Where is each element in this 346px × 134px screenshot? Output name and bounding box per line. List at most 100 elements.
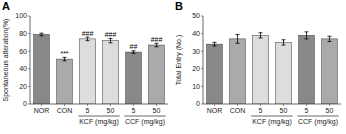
- y-tick: [201, 86, 203, 87]
- error-bar: [305, 32, 309, 39]
- x-tick: [64, 104, 65, 106]
- error-stem: [306, 32, 307, 39]
- x-tick: [156, 104, 157, 106]
- y-tick: [201, 51, 203, 52]
- error-cap: [236, 43, 240, 44]
- error-cap: [259, 38, 263, 39]
- y-tick-label: 20: [192, 65, 200, 72]
- bar: [230, 39, 246, 104]
- y-axis-line: [30, 16, 31, 104]
- panel: 01020304050NORCON550550KCF (mg/kg)CCF (m…: [175, 0, 341, 126]
- error-stem: [283, 40, 284, 45]
- x-tick-label: 5: [305, 107, 309, 114]
- y-tick: [28, 86, 30, 87]
- x-axis-line: [203, 104, 341, 105]
- error-cap: [40, 35, 44, 36]
- error-bar: [259, 33, 263, 38]
- error-stem: [156, 43, 157, 47]
- error-bar: [236, 34, 240, 43]
- group-label: KCF (mg/kg): [79, 118, 119, 126]
- error-cap: [132, 53, 136, 54]
- y-axis-label: Total Entry (No.): [175, 35, 183, 86]
- y-tick-label: 100: [15, 12, 27, 19]
- y-tick: [201, 33, 203, 34]
- bar: [276, 42, 292, 104]
- marks: [34, 33, 165, 104]
- error-stem: [110, 38, 111, 42]
- y-tick: [28, 68, 30, 69]
- x-tick: [133, 104, 134, 106]
- error-stem: [64, 57, 65, 61]
- error-cap: [109, 42, 113, 43]
- y-tick: [28, 16, 30, 17]
- bar: [103, 41, 119, 104]
- y-tick-label: 60: [19, 48, 27, 55]
- error-bar: [109, 38, 113, 42]
- error-bar: [132, 51, 136, 54]
- error-bar: [328, 36, 332, 41]
- error-cap: [86, 37, 90, 38]
- group-label: CCF (mg/kg): [298, 118, 338, 126]
- x-tick-label: 50: [153, 107, 161, 114]
- y-axis-line: [203, 16, 204, 104]
- x-axis-line: [30, 104, 168, 105]
- error-cap: [305, 38, 309, 39]
- y-tick: [201, 16, 203, 17]
- x-tick-label: CON: [57, 107, 73, 114]
- annotation: ###: [151, 36, 163, 43]
- y-axis-label: Spontaneous alteration(%): [2, 19, 10, 102]
- bar: [149, 45, 165, 104]
- panel-title: B: [175, 0, 183, 12]
- x-tick: [283, 104, 284, 106]
- x-tick-label: 5: [259, 107, 263, 114]
- error-cap: [155, 46, 159, 47]
- annotation: ##: [130, 43, 138, 50]
- error-stem: [87, 37, 88, 41]
- bar: [34, 34, 50, 104]
- x-tick-label: 50: [326, 107, 334, 114]
- y-tick-label: 0: [196, 100, 200, 107]
- error-stem: [214, 42, 215, 46]
- panel-title: A: [2, 0, 10, 12]
- error-cap: [155, 43, 159, 44]
- y-tick-label: 20: [19, 83, 27, 90]
- bar: [322, 39, 338, 104]
- x-tick: [110, 104, 111, 106]
- group-bracket: [124, 116, 165, 117]
- x-tick: [41, 104, 42, 106]
- annotation: ***: [60, 50, 68, 57]
- x-tick: [87, 104, 88, 106]
- x-tick: [306, 104, 307, 106]
- annotation: ###: [82, 30, 94, 37]
- error-cap: [328, 41, 332, 42]
- error-cap: [282, 45, 286, 46]
- group-label: CCF (mg/kg): [125, 118, 165, 126]
- error-cap: [259, 32, 263, 33]
- error-cap: [109, 38, 113, 39]
- group-label: KCF (mg/kg): [252, 118, 292, 126]
- bar: [126, 52, 142, 104]
- y-tick: [201, 104, 203, 105]
- error-bar: [213, 42, 217, 46]
- chart-root: 020406080100NORCON550550KCF (mg/kg)CCF (…: [0, 0, 346, 134]
- y-tick: [28, 33, 30, 34]
- x-tick: [237, 104, 238, 106]
- y-tick: [28, 104, 30, 105]
- y-tick-label: 80: [19, 30, 27, 37]
- bar: [207, 44, 223, 104]
- error-cap: [328, 36, 332, 37]
- error-bar: [86, 37, 90, 41]
- y-tick: [28, 51, 30, 52]
- x-tick-label: 5: [132, 107, 136, 114]
- group-bracket: [251, 116, 292, 117]
- group-bracket: [297, 116, 338, 117]
- y-tick-label: 0: [23, 100, 27, 107]
- bar: [80, 39, 96, 104]
- y-tick-label: 40: [192, 30, 200, 37]
- bar: [57, 59, 73, 104]
- y-tick-label: 40: [19, 65, 27, 72]
- error-cap: [132, 50, 136, 51]
- bar: [299, 35, 315, 104]
- y-tick-label: 10: [192, 83, 200, 90]
- error-stem: [260, 33, 261, 38]
